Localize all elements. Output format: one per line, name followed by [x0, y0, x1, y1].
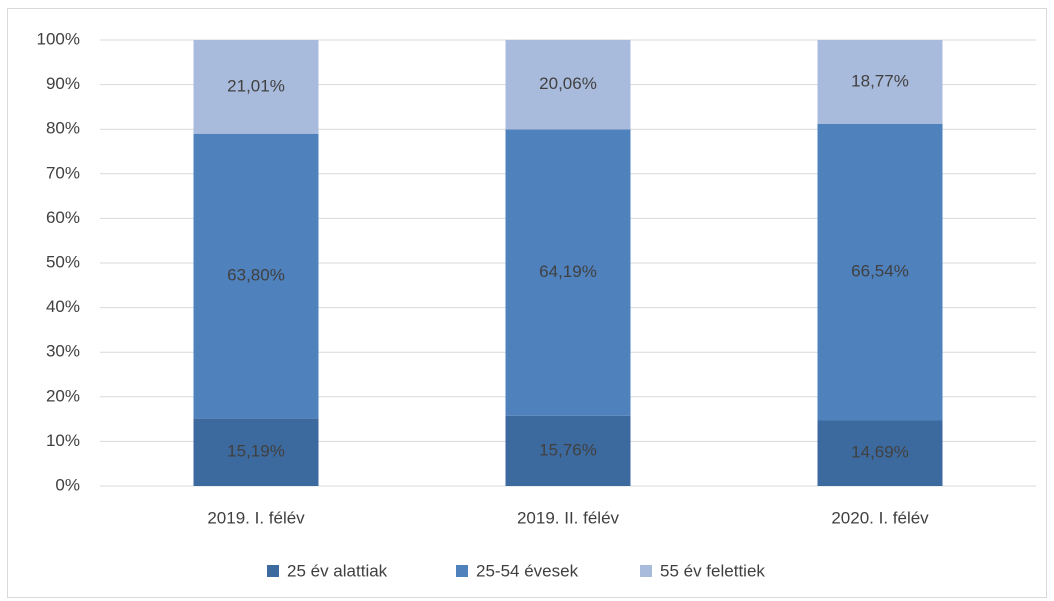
y-tick-label: 80% — [46, 119, 80, 138]
value-label: 21,01% — [227, 76, 285, 95]
bar-segment — [193, 40, 319, 134]
value-label: 18,77% — [851, 71, 909, 90]
value-label: 20,06% — [539, 74, 597, 93]
x-tick-label: 2019. I. félév — [207, 508, 305, 527]
x-tick-label: 2020. I. félév — [831, 508, 929, 527]
y-tick-label: 20% — [46, 386, 80, 405]
y-tick-label: 60% — [46, 208, 80, 227]
y-tick-label: 10% — [46, 431, 80, 450]
y-tick-label: 90% — [46, 74, 80, 93]
y-tick-label: 0% — [55, 475, 80, 494]
value-label: 15,19% — [227, 442, 285, 461]
value-label: 63,80% — [227, 265, 285, 284]
bar-segment — [817, 123, 943, 421]
legend-label: 25 év alattiak — [287, 561, 388, 580]
bar-segment — [505, 129, 631, 416]
y-tick-label: 100% — [37, 29, 80, 48]
x-tick-label: 2019. II. félév — [517, 508, 620, 527]
legend-swatch — [640, 565, 652, 577]
value-label: 14,69% — [851, 443, 909, 462]
value-label: 66,54% — [851, 262, 909, 281]
value-label: 64,19% — [539, 262, 597, 281]
bar-segment — [505, 39, 631, 130]
bar-segment — [193, 133, 319, 419]
bar-segment — [817, 40, 943, 124]
legend-swatch — [267, 565, 279, 577]
legend-label: 55 év felettiek — [660, 561, 765, 580]
bar-segment — [505, 415, 631, 486]
y-tick-label: 70% — [46, 163, 80, 182]
legend-swatch — [456, 565, 468, 577]
value-label: 15,76% — [539, 440, 597, 459]
legend-label: 25-54 évesek — [476, 561, 579, 580]
bar-segment — [817, 420, 943, 486]
y-tick-label: 50% — [46, 252, 80, 271]
y-tick-label: 30% — [46, 342, 80, 361]
y-tick-label: 40% — [46, 297, 80, 316]
bar-segment — [193, 418, 319, 486]
